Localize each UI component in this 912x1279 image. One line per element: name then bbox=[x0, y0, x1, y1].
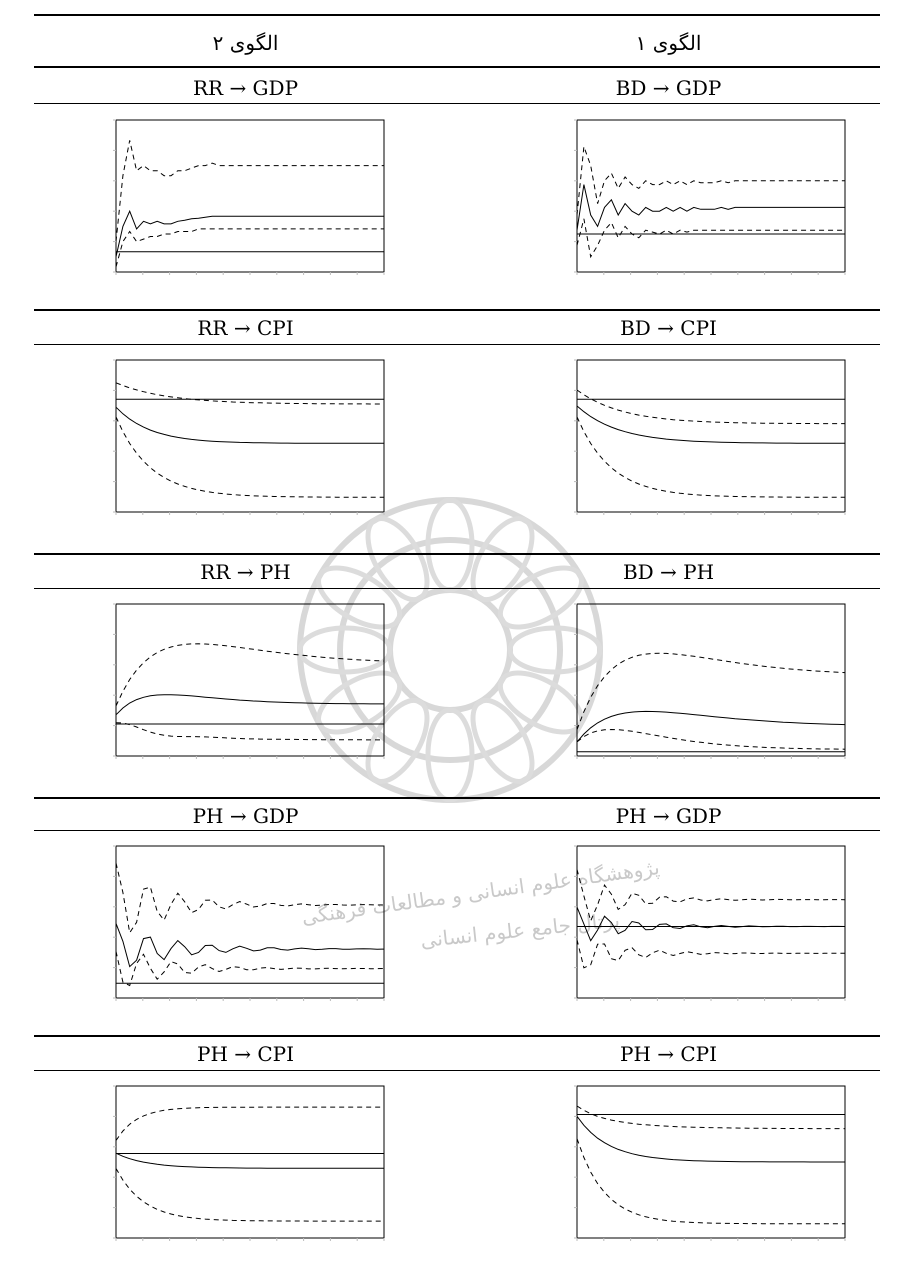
row-3-top-rule bbox=[34, 553, 880, 555]
row-3-rule bbox=[34, 588, 880, 589]
row-2-rule bbox=[34, 344, 880, 345]
confidence-band-line bbox=[115, 722, 384, 741]
chart-rr-ph bbox=[113, 603, 385, 759]
row-5-rule bbox=[34, 1070, 880, 1071]
confidence-band-line bbox=[115, 140, 384, 242]
confidence-band-line bbox=[576, 939, 845, 969]
confidence-band-line bbox=[115, 1106, 384, 1141]
response-line bbox=[576, 1115, 845, 1163]
response-line bbox=[115, 1152, 384, 1169]
confidence-band-line bbox=[115, 382, 384, 405]
confidence-band-line bbox=[576, 728, 846, 750]
confidence-band-line bbox=[576, 389, 845, 425]
watermark-petal bbox=[470, 697, 535, 784]
chart-ph-cpi-right bbox=[574, 1085, 846, 1241]
plot-frame bbox=[576, 119, 846, 273]
plot-frame bbox=[576, 359, 846, 513]
row-3-right-label: BD → PH bbox=[622, 560, 715, 584]
confidence-band-line bbox=[115, 862, 385, 935]
row-3-left-label: RR → PH bbox=[200, 560, 291, 584]
row-5-left-label: PH → CPI bbox=[196, 1042, 295, 1066]
response-line bbox=[115, 694, 384, 716]
response-line bbox=[115, 406, 384, 444]
row-4-left-label: PH → GDP bbox=[192, 804, 299, 828]
plot-frame bbox=[115, 1085, 385, 1239]
plot-frame bbox=[115, 359, 385, 513]
table-top-rule bbox=[34, 14, 880, 16]
plot-frame bbox=[576, 845, 846, 999]
response-line bbox=[115, 209, 384, 257]
response-line bbox=[576, 184, 845, 231]
confidence-band-line bbox=[576, 869, 846, 923]
row-2-right-label: BD → CPI bbox=[620, 316, 717, 340]
chart-bd-gdp bbox=[574, 119, 846, 275]
row-5-right-label: PH → CPI bbox=[619, 1042, 718, 1066]
row-1-right-label: BD → GDP bbox=[615, 76, 722, 100]
confidence-band-line bbox=[576, 218, 845, 259]
header-rule bbox=[34, 66, 880, 68]
confidence-band-line bbox=[576, 146, 845, 216]
plot-frame bbox=[115, 119, 385, 273]
confidence-band-line bbox=[576, 1138, 845, 1225]
confidence-band-line bbox=[115, 416, 384, 498]
confidence-band-line bbox=[115, 951, 385, 987]
row-2-left-label: RR → CPI bbox=[197, 316, 294, 340]
chart-bd-ph bbox=[574, 603, 846, 759]
row-4-top-rule bbox=[34, 797, 880, 799]
row-4-rule bbox=[34, 830, 880, 831]
plot-frame bbox=[576, 603, 846, 757]
response-line bbox=[576, 710, 846, 743]
chart-ph-cpi-left bbox=[113, 1085, 385, 1241]
confidence-band-line bbox=[115, 643, 385, 707]
confidence-band-line bbox=[576, 652, 846, 730]
row-1-rule bbox=[34, 103, 880, 104]
response-line bbox=[115, 923, 385, 968]
watermark-petal bbox=[425, 707, 475, 803]
chart-rr-gdp bbox=[113, 119, 385, 275]
confidence-band-line bbox=[576, 416, 845, 498]
row-5-top-rule bbox=[34, 1035, 880, 1037]
chart-ph-gdp-right bbox=[574, 845, 846, 1001]
chart-rr-cpi bbox=[113, 359, 385, 515]
left-column-title: الگوی ۲ bbox=[212, 31, 279, 55]
row-2-top-rule bbox=[34, 309, 880, 311]
chart-ph-gdp-left bbox=[113, 845, 385, 1001]
plot-frame bbox=[115, 603, 385, 757]
plot-frame bbox=[115, 845, 385, 999]
confidence-band-line bbox=[115, 228, 384, 268]
confidence-band-line bbox=[576, 1105, 846, 1130]
row-1-left-label: RR → GDP bbox=[192, 76, 299, 100]
confidence-band-line bbox=[115, 1168, 384, 1222]
right-column-title: الگوی ۱ bbox=[635, 31, 702, 55]
response-line bbox=[576, 906, 846, 942]
row-4-right-label: PH → GDP bbox=[615, 804, 722, 828]
response-line bbox=[576, 405, 845, 444]
chart-bd-cpi bbox=[574, 359, 846, 515]
